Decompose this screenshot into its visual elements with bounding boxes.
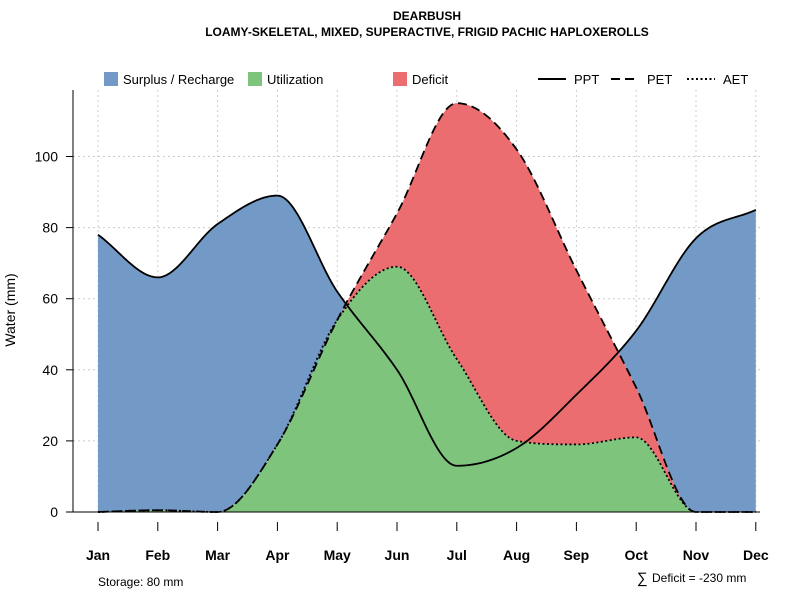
x-tick-label-jan: Jan	[86, 547, 110, 563]
y-tick-label: 60	[42, 291, 58, 307]
y-axis-label: Water (mm)	[2, 273, 18, 346]
legend-swatch	[393, 72, 407, 86]
line-ppt	[97, 194, 757, 467]
legend-swatch	[248, 72, 262, 86]
surplus-recharge-area	[98, 103, 756, 513]
x-tick-label-oct: Oct	[625, 547, 649, 563]
x-tick-label-nov: Nov	[683, 547, 710, 563]
area-layer	[98, 103, 756, 513]
legend-label: Deficit	[412, 72, 449, 87]
deficit-note: Deficit = -230 mm	[652, 571, 746, 585]
legend-label: Surplus / Recharge	[123, 72, 234, 87]
y-tick-label: 20	[42, 433, 58, 449]
axes: 0 20 40 60 80 100 Jan Feb Mar Apr May Jun Jul Aug Sep O…	[35, 90, 769, 563]
deficit-symbol: ∑	[637, 570, 648, 587]
x-tick-label-jun: Jun	[385, 547, 410, 563]
legend-label: AET	[723, 72, 748, 87]
y-tick-label: 0	[50, 504, 58, 520]
utilization-area	[98, 266, 756, 512]
y-tick-label: 80	[42, 220, 58, 236]
x-tick-label-mar: Mar	[205, 547, 230, 563]
x-tick-label-apr: Apr	[265, 547, 290, 563]
x-tick-label-feb: Feb	[145, 547, 170, 563]
deficit-area	[98, 103, 756, 513]
chart-title: DEARBUSH	[393, 9, 461, 23]
legend: Surplus / Recharge Utilization Deficit PPT P…	[104, 72, 748, 87]
chart-subtitle: LOAMY-SKELETAL, MIXED, SUPERACTIVE, FRIG…	[205, 25, 649, 39]
y-tick-label: 100	[35, 149, 59, 165]
legend-swatch	[104, 72, 118, 86]
x-tick-label-dec: Dec	[743, 547, 769, 563]
y-tick-label: 40	[42, 362, 58, 378]
legend-label: PPT	[574, 72, 599, 87]
x-tick-label-sep: Sep	[564, 547, 590, 563]
line-pet	[97, 102, 756, 513]
legend-label: PET	[647, 72, 672, 87]
x-tick-label-aug: Aug	[503, 547, 530, 563]
x-tick-label-jul: Jul	[447, 547, 467, 563]
x-tick-label-may: May	[324, 547, 351, 563]
legend-label: Utilization	[267, 72, 323, 87]
storage-note: Storage: 80 mm	[98, 575, 183, 589]
